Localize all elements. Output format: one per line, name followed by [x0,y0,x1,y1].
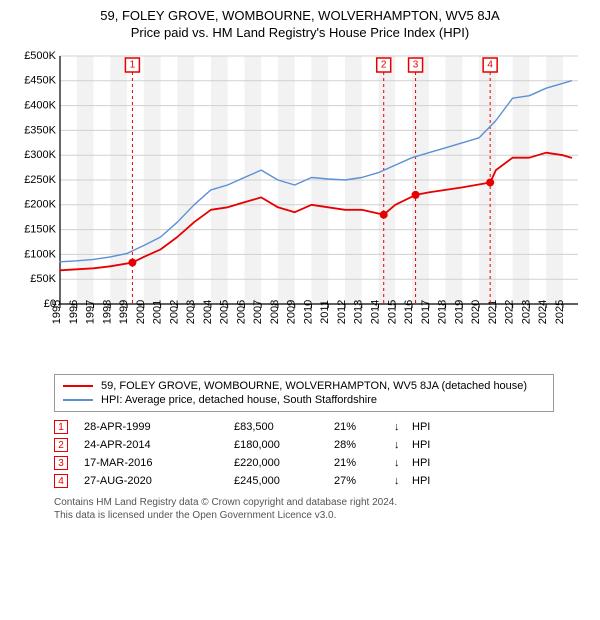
legend-label: 59, FOLEY GROVE, WOMBOURNE, WOLVERHAMPTO… [101,380,527,392]
svg-text:2001: 2001 [152,300,164,324]
down-arrow-icon: ↓ [394,475,412,487]
svg-text:2007: 2007 [252,300,264,324]
svg-text:2025: 2025 [554,300,566,324]
legend-item: 59, FOLEY GROVE, WOMBOURNE, WOLVERHAMPTO… [63,379,545,393]
svg-text:2015: 2015 [386,300,398,324]
svg-text:£350K: £350K [24,124,56,136]
svg-text:2005: 2005 [219,300,231,324]
tx-price: £220,000 [234,457,334,469]
tx-price: £245,000 [234,475,334,487]
down-arrow-icon: ↓ [394,421,412,433]
legend-label: HPI: Average price, detached house, Sout… [101,394,377,406]
chart-subtitle: Price paid vs. HM Land Registry's House … [12,25,588,40]
tx-price: £180,000 [234,439,334,451]
svg-text:2016: 2016 [403,300,415,324]
legend: 59, FOLEY GROVE, WOMBOURNE, WOLVERHAMPTO… [54,374,554,412]
tx-ref: HPI [412,475,430,487]
transaction-table: 1 28-APR-1999 £83,500 21% ↓ HPI 2 24-APR… [54,418,554,490]
svg-text:£250K: £250K [24,174,56,186]
tx-date: 27-AUG-2020 [84,475,234,487]
svg-text:1: 1 [130,60,136,71]
svg-text:2: 2 [381,60,387,71]
footer-line: This data is licensed under the Open Gov… [54,509,554,522]
legend-swatch [63,399,93,401]
tx-date: 28-APR-1999 [84,421,234,433]
svg-text:£450K: £450K [24,75,56,87]
tx-marker-icon: 2 [54,438,68,452]
svg-text:£50K: £50K [30,273,56,285]
svg-text:2014: 2014 [370,300,382,324]
svg-text:1998: 1998 [101,300,113,324]
tx-date: 24-APR-2014 [84,439,234,451]
svg-text:£150K: £150K [24,224,56,236]
chart-title: 59, FOLEY GROVE, WOMBOURNE, WOLVERHAMPTO… [12,8,588,23]
svg-text:1996: 1996 [68,300,80,324]
svg-text:£100K: £100K [24,248,56,260]
svg-text:2002: 2002 [168,300,180,324]
legend-swatch [63,385,93,387]
table-row: 2 24-APR-2014 £180,000 28% ↓ HPI [54,436,554,454]
title-block: 59, FOLEY GROVE, WOMBOURNE, WOLVERHAMPTO… [12,8,588,40]
tx-pct: 21% [334,421,394,433]
svg-text:2020: 2020 [470,300,482,324]
svg-text:1997: 1997 [85,300,97,324]
svg-text:2013: 2013 [353,300,365,324]
chart-svg: £0£50K£100K£150K£200K£250K£300K£350K£400… [12,46,588,366]
svg-text:2003: 2003 [185,300,197,324]
svg-text:2018: 2018 [437,300,449,324]
footer-line: Contains HM Land Registry data © Crown c… [54,496,554,509]
tx-pct: 28% [334,439,394,451]
svg-text:2022: 2022 [504,300,516,324]
svg-text:£200K: £200K [24,199,56,211]
svg-text:1995: 1995 [51,300,63,324]
svg-text:£500K: £500K [24,50,56,62]
svg-text:2012: 2012 [336,300,348,324]
svg-text:2024: 2024 [537,300,549,324]
down-arrow-icon: ↓ [394,439,412,451]
chart: £0£50K£100K£150K£200K£250K£300K£350K£400… [12,46,588,366]
tx-date: 17-MAR-2016 [84,457,234,469]
svg-text:2000: 2000 [135,300,147,324]
tx-ref: HPI [412,421,430,433]
svg-text:2021: 2021 [487,300,499,324]
table-row: 1 28-APR-1999 £83,500 21% ↓ HPI [54,418,554,436]
svg-text:3: 3 [413,60,419,71]
svg-text:£300K: £300K [24,149,56,161]
svg-text:2023: 2023 [520,300,532,324]
table-row: 3 17-MAR-2016 £220,000 21% ↓ HPI [54,454,554,472]
table-row: 4 27-AUG-2020 £245,000 27% ↓ HPI [54,472,554,490]
svg-text:2008: 2008 [269,300,281,324]
svg-text:2004: 2004 [202,300,214,324]
svg-text:4: 4 [487,60,493,71]
tx-marker-icon: 1 [54,420,68,434]
tx-ref: HPI [412,439,430,451]
tx-marker-icon: 3 [54,456,68,470]
svg-text:2009: 2009 [286,300,298,324]
tx-pct: 21% [334,457,394,469]
page-container: 59, FOLEY GROVE, WOMBOURNE, WOLVERHAMPTO… [0,0,600,532]
svg-text:2010: 2010 [302,300,314,324]
svg-text:£400K: £400K [24,100,56,112]
down-arrow-icon: ↓ [394,457,412,469]
tx-pct: 27% [334,475,394,487]
tx-marker-icon: 4 [54,474,68,488]
svg-text:2017: 2017 [420,300,432,324]
tx-price: £83,500 [234,421,334,433]
tx-ref: HPI [412,457,430,469]
legend-item: HPI: Average price, detached house, Sout… [63,393,545,407]
svg-text:2019: 2019 [453,300,465,324]
svg-text:2006: 2006 [235,300,247,324]
svg-text:1999: 1999 [118,300,130,324]
svg-text:2011: 2011 [319,300,331,324]
footer: Contains HM Land Registry data © Crown c… [54,496,554,522]
